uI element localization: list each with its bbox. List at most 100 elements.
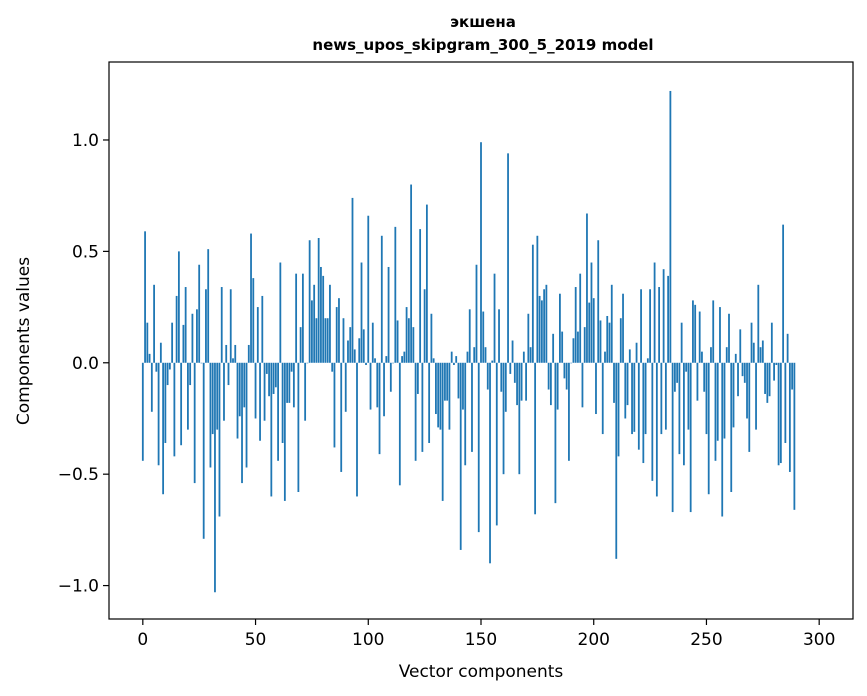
bar-190 (570, 362, 573, 364)
bar-285 (784, 362, 787, 443)
bar-29 (207, 249, 210, 363)
bar-156 (493, 273, 496, 363)
bar-94 (353, 349, 356, 363)
bar-109 (387, 266, 390, 363)
bar-74 (308, 240, 311, 363)
bar-108 (385, 356, 388, 363)
bar-260 (728, 313, 730, 363)
bar-12 (168, 362, 171, 370)
bar-172 (529, 347, 532, 363)
bar-180 (547, 362, 550, 390)
bar-159 (500, 362, 503, 392)
bar-155 (491, 360, 494, 363)
bar-177 (540, 300, 543, 363)
bar-166 (516, 362, 518, 406)
bar-33 (216, 362, 219, 430)
bar-164 (511, 340, 514, 363)
bar-237 (676, 362, 679, 383)
bar-191 (572, 338, 575, 363)
bar-266 (741, 362, 744, 377)
bar-205 (604, 351, 606, 363)
bar-170 (525, 362, 527, 401)
bar-262 (732, 362, 735, 428)
bar-39 (229, 289, 232, 363)
bar-198 (588, 302, 591, 363)
bar-185 (559, 293, 561, 363)
bar-269 (748, 362, 751, 452)
bar-120 (412, 327, 415, 363)
bar-92 (349, 327, 352, 363)
bar-10 (164, 362, 167, 443)
bar-176 (538, 295, 541, 363)
bar-37 (225, 344, 228, 363)
bar-251 (707, 362, 710, 495)
bar-232 (664, 362, 667, 430)
bar-245 (694, 304, 697, 363)
bar-248 (701, 351, 703, 363)
bar-55 (265, 362, 268, 374)
bar-40 (232, 358, 234, 363)
bar-24 (196, 309, 198, 363)
bar-233 (667, 275, 670, 363)
bar-126 (425, 204, 428, 363)
bar-105 (378, 362, 381, 455)
x-tick-label: 200 (578, 630, 610, 650)
bar-286 (786, 333, 789, 363)
bar-240 (683, 362, 685, 466)
bar-181 (549, 362, 552, 406)
bar-241 (685, 362, 688, 372)
bar-199 (590, 262, 593, 363)
bar-47 (247, 344, 250, 363)
x-tick-label: 250 (690, 630, 722, 650)
bar-93 (351, 197, 354, 363)
bar-86 (335, 307, 338, 363)
bar-85 (333, 362, 336, 448)
bar-270 (750, 322, 753, 363)
bar-68 (295, 273, 298, 363)
bar-264 (737, 362, 739, 397)
bar-79 (320, 266, 322, 363)
y-tick-label: −0.5 (58, 465, 99, 485)
bar-236 (673, 362, 676, 392)
bar-30 (209, 362, 212, 468)
bar-88 (340, 362, 343, 472)
bar-61 (279, 262, 282, 363)
bar-72 (304, 362, 307, 421)
bar-146 (471, 362, 473, 452)
y-tick-label: 1.0 (72, 131, 99, 151)
bar-101 (369, 362, 372, 410)
bar-34 (218, 362, 221, 517)
bar-70 (299, 327, 302, 363)
bar-234 (669, 90, 672, 363)
bar-83 (329, 284, 331, 363)
bar-275 (761, 340, 764, 363)
x-tick-label: 150 (465, 630, 497, 650)
bar-187 (563, 362, 566, 379)
bar-231 (662, 269, 665, 363)
bar-243 (689, 362, 692, 513)
bar-160 (502, 362, 505, 475)
bar-43 (238, 362, 241, 417)
bar-229 (658, 287, 661, 363)
bar-162 (507, 153, 509, 363)
bar-150 (480, 142, 482, 363)
bar-238 (678, 362, 681, 455)
bar-200 (592, 298, 595, 363)
bar-102 (371, 322, 374, 363)
bar-175 (536, 235, 539, 363)
bar-125 (423, 289, 426, 363)
bar-42 (236, 362, 239, 439)
bar-230 (660, 362, 663, 435)
bar-144 (466, 351, 469, 363)
bar-59 (274, 362, 277, 388)
bar-135 (446, 362, 449, 401)
bar-223 (644, 362, 647, 435)
bar-193 (577, 331, 579, 363)
bar-161 (504, 362, 507, 412)
bar-75 (311, 300, 313, 363)
bar-221 (640, 289, 642, 363)
y-tick-label: 0.5 (72, 242, 99, 262)
bar-81 (324, 318, 327, 363)
bar-203 (599, 320, 602, 363)
bar-204 (601, 362, 604, 435)
